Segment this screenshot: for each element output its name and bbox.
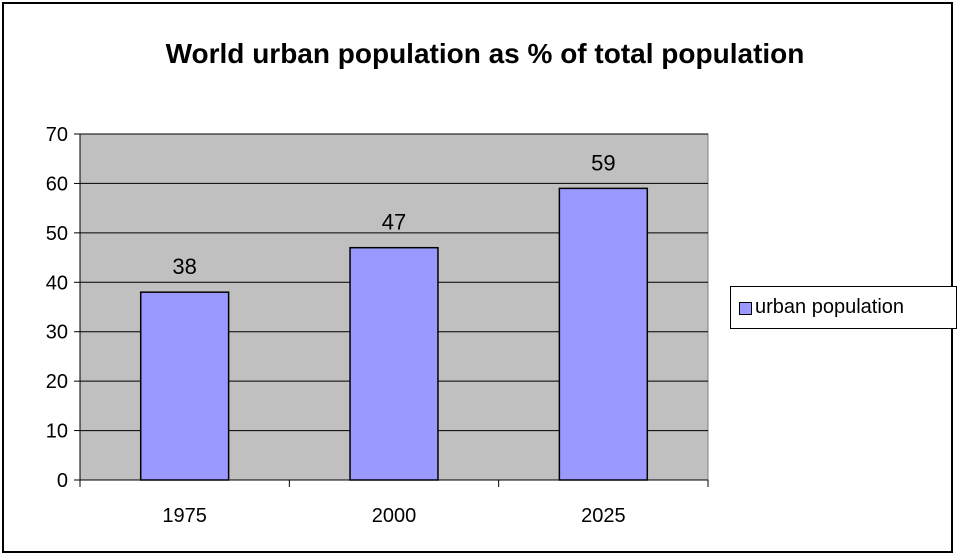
x-tick-labels: 1975 2000 2025 bbox=[162, 505, 625, 527]
axes bbox=[74, 133, 709, 487]
y-tick-label-70: 70 bbox=[46, 124, 68, 146]
y-tick-label-40: 40 bbox=[46, 272, 68, 294]
y-tick-label-0: 0 bbox=[57, 470, 68, 492]
y-tick-label-50: 50 bbox=[46, 223, 68, 245]
bar-2025 bbox=[558, 187, 649, 481]
data-label-1975: 38 bbox=[172, 254, 196, 279]
y-tick-label-10: 10 bbox=[46, 421, 68, 443]
data-label-2000: 47 bbox=[382, 210, 406, 235]
bar-1975 bbox=[139, 291, 230, 481]
bar-2000 bbox=[349, 246, 439, 481]
legend-swatch bbox=[739, 302, 752, 315]
x-tick-label-1975: 1975 bbox=[162, 505, 207, 527]
x-tick-label-2000: 2000 bbox=[372, 505, 417, 527]
y-tick-label-30: 30 bbox=[46, 322, 68, 344]
y-tick-label-20: 20 bbox=[46, 371, 68, 393]
data-label-2025: 59 bbox=[591, 150, 615, 175]
legend: urban population bbox=[730, 286, 957, 329]
y-tick-label-60: 60 bbox=[46, 173, 68, 195]
chart-title: World urban population as % of total pop… bbox=[165, 38, 805, 69]
legend-label-urban-population: urban population bbox=[755, 296, 905, 318]
y-tick-labels: 0 10 20 30 40 50 60 70 bbox=[46, 124, 68, 492]
x-tick-label-2025: 2025 bbox=[581, 505, 626, 527]
data-labels: 38 47 59 bbox=[172, 150, 615, 279]
